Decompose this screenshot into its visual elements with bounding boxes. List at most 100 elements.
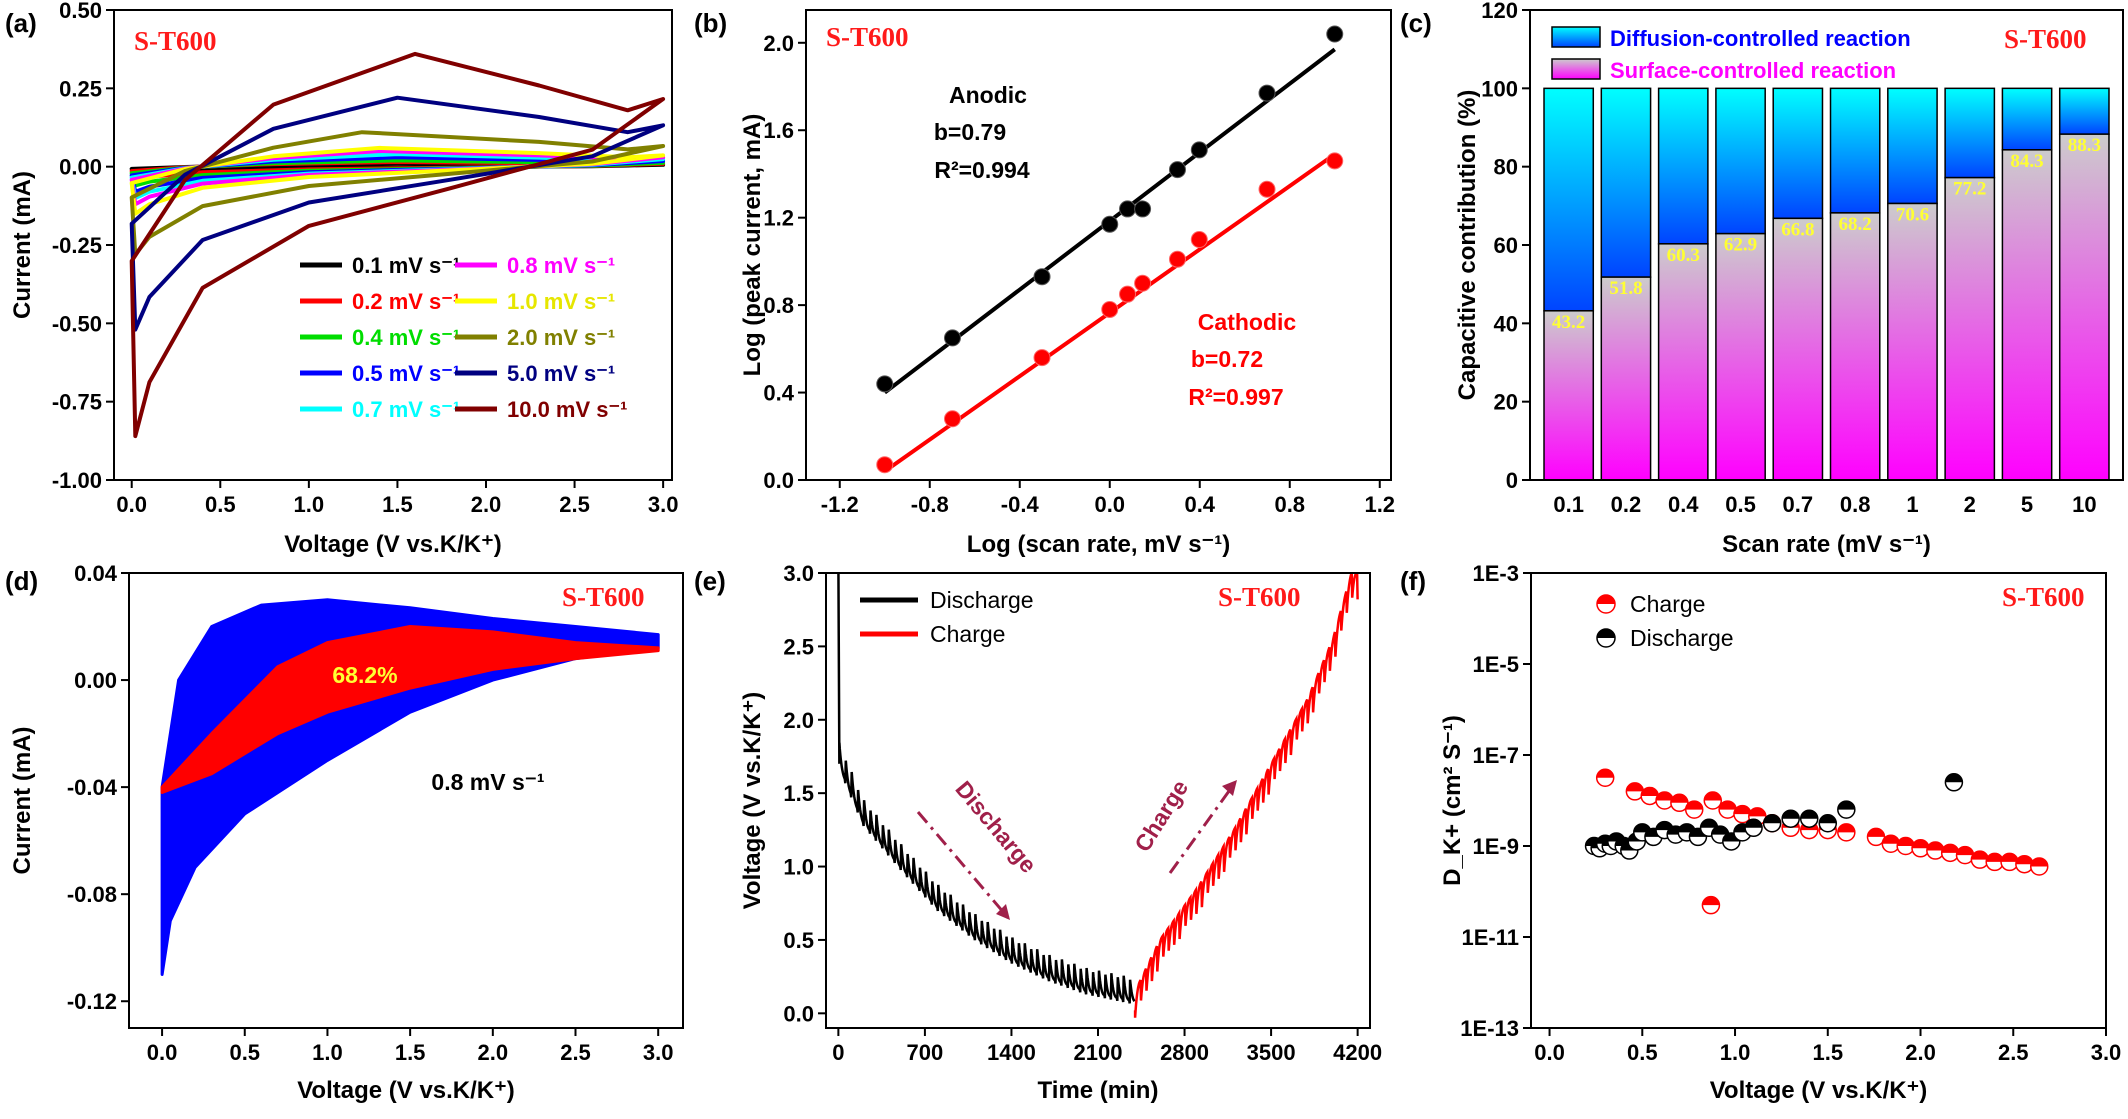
x-tick-label: -1.2 — [821, 492, 859, 517]
plot-frame — [825, 572, 1371, 1029]
x-tick-label: 0.0 — [147, 1040, 178, 1065]
chart-title: S-T600 — [1218, 582, 1301, 612]
x-tick-label: 0.0 — [116, 492, 147, 517]
x-tick-label: 2.5 — [559, 492, 590, 517]
data-point — [1699, 818, 1719, 838]
bar-value-label: 66.8 — [1781, 219, 1814, 240]
y-tick-label: 0.8 — [763, 293, 794, 318]
legend-swatch — [1551, 26, 1601, 48]
chart-title: S-T600 — [826, 22, 909, 52]
legend-entry: 10.0 mV s⁻¹ — [507, 397, 627, 422]
panel-label: (b) — [694, 8, 727, 38]
data-point — [876, 456, 894, 474]
y-tick-label: 1.0 — [783, 855, 814, 880]
legend-entry: Diffusion-controlled reaction — [1610, 26, 1911, 51]
y-tick-label: 0.50 — [59, 0, 102, 23]
bar-surface — [1715, 232, 1766, 481]
charge-arrow — [1168, 779, 1239, 874]
data-point — [1326, 152, 1344, 170]
y-tick-label: -0.50 — [52, 311, 102, 336]
data-point — [876, 375, 894, 393]
capacitive-area — [160, 625, 660, 794]
data-point — [2029, 857, 2049, 876]
legend-entry: 2.0 mV s⁻¹ — [507, 325, 615, 350]
data-point — [1670, 793, 1689, 813]
bar-value-label: 70.6 — [1896, 204, 1929, 225]
x-tick-label: 0.1 — [1553, 492, 1584, 517]
cv-curve — [129, 130, 666, 257]
y-tick-label: 1.6 — [763, 118, 794, 143]
series-b-value: b=0.79 — [934, 119, 1006, 145]
data-point — [1258, 180, 1276, 198]
y-tick-label: 1E-11 — [1462, 925, 1520, 950]
y-tick-label: 120 — [1481, 0, 1518, 23]
data-point — [1781, 809, 1800, 828]
y-tick-label: 2.0 — [763, 31, 794, 56]
data-point — [1101, 300, 1119, 318]
data-point — [1640, 786, 1659, 806]
x-tick-label: 0.5 — [229, 1040, 260, 1065]
x-tick-label: 1.5 — [395, 1040, 426, 1065]
panel-d: (d) 0.0 0.5 1.0 1.5 2.0 2.5 3.0 0.04 0.00 -0.04 -0.… — [5, 561, 684, 1104]
y-tick-label: 0.0 — [783, 1001, 814, 1026]
chart-title: S-T600 — [562, 582, 645, 612]
data-point — [2015, 854, 2034, 874]
x-tick-label: 1400 — [987, 1040, 1036, 1065]
x-tick-label: 0 — [832, 1040, 844, 1065]
x-tick-label: 2.0 — [471, 492, 502, 517]
panel-c: (c) 43.2 0.1 51.8 0.2 60.3 0.4 62.9 0.5 66.8 0.7 68… — [1400, 0, 2124, 558]
panel-b: (b) -1.2 -0.8 -0.4 0.0 0.4 0.8 1.2 0.0 0.4 0.8 1.2 1… — [694, 8, 1395, 558]
bar-diffusion — [1600, 87, 1652, 278]
y-tick-label: 0.5 — [783, 928, 814, 953]
legend-entry: 1.0 mV s⁻¹ — [507, 289, 615, 314]
y-tick-label: -0.08 — [67, 882, 117, 907]
plot-frame — [128, 572, 684, 1029]
data-point — [1119, 285, 1137, 303]
x-tick-label: 2 — [1964, 492, 1976, 517]
y-axis-label: D_K+ (cm² S⁻¹) — [1439, 715, 1466, 886]
x-tick-label: 0.4 — [1668, 492, 1699, 517]
panel-a: (a) 0.0 0.5 1.0 1.5 2.0 2.5 3.0 0.50 0.25 0.00 -0.2… — [5, 0, 678, 558]
data-point — [1837, 823, 1856, 842]
bar-value-label: 68.2 — [1839, 214, 1872, 235]
legend-marker — [1596, 628, 1616, 648]
y-tick-label: -0.25 — [52, 233, 102, 258]
x-axis-label: Time (min) — [1038, 1077, 1159, 1104]
bar-diffusion — [1657, 87, 1709, 245]
data-point — [1134, 200, 1152, 218]
data-point — [1258, 84, 1276, 102]
data-point — [1818, 814, 1838, 833]
data-point — [1703, 791, 1723, 810]
x-axis-label: Scan rate (mV s⁻¹) — [1722, 531, 1931, 558]
bar-value-label: 88.3 — [2068, 135, 2101, 156]
scan-rate-annotation: 0.8 mV s⁻¹ — [431, 769, 544, 795]
data-point — [1955, 845, 1975, 865]
gitt-curves — [837, 573, 1359, 1018]
bar-diffusion — [1772, 87, 1824, 220]
panel-f: (f) 0.0 0.5 1.0 1.5 2.0 2.5 3.0 1E-3 1E-5 1E-7 1E-9… — [1400, 561, 2121, 1104]
panel-label: (f) — [1400, 566, 1426, 596]
legend-entry: 0.7 mV s⁻¹ — [352, 397, 460, 422]
bar-value-label: 77.2 — [1953, 179, 1986, 200]
y-tick-label: 0.0 — [763, 468, 794, 493]
x-tick-label: 0.5 — [1725, 492, 1756, 517]
bar-diffusion — [2001, 87, 2053, 151]
y-tick-label: 1.5 — [783, 781, 814, 806]
bar-diffusion — [1829, 87, 1881, 214]
bar-value-label: 84.3 — [2010, 151, 2043, 172]
y-tick-label: 1.2 — [763, 206, 794, 231]
series-b-value: b=0.72 — [1191, 346, 1263, 372]
y-tick-label: 2.5 — [783, 634, 814, 659]
y-axis-label: Capacitive contribution (%) — [1454, 90, 1481, 401]
y-tick-label: -0.12 — [67, 989, 117, 1014]
series-label: Anodic — [949, 82, 1027, 108]
x-tick-label: 2800 — [1160, 1040, 1209, 1065]
x-tick-label: 1.0 — [1720, 1040, 1751, 1065]
x-tick-label: -0.4 — [1001, 492, 1040, 517]
x-tick-label: 0.8 — [1840, 492, 1871, 517]
data-point — [1866, 827, 1886, 847]
data-point — [1896, 836, 1915, 856]
data-point — [1101, 215, 1119, 233]
y-tick-label: 2.0 — [783, 708, 814, 733]
panel-e: (e) 0 700 1400 2100 2800 3500 4200 0.0 0.5 1.0 1.5 2… — [694, 561, 1382, 1104]
